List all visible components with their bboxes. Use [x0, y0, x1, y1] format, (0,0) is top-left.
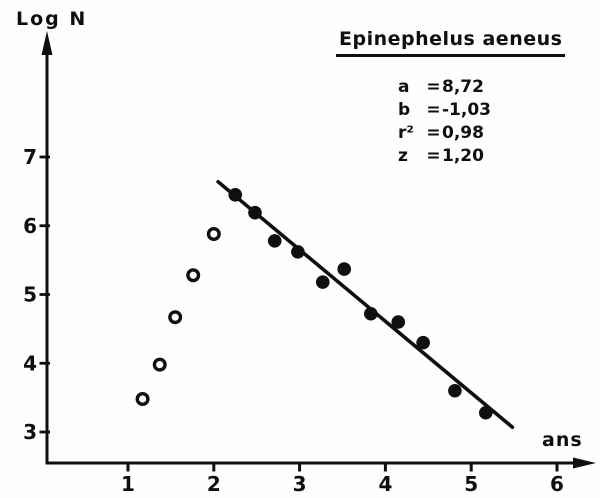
filled-circle-point: [448, 383, 462, 398]
parameter-row: z = 1,20: [398, 145, 491, 168]
x-tick-label: 3: [293, 472, 307, 496]
equals-sign: =: [426, 100, 441, 120]
parameter-name: r²: [398, 123, 414, 143]
parameter-value: -1,03: [442, 100, 491, 120]
y-tick-label: 5: [23, 283, 37, 307]
regression-line: [216, 179, 515, 429]
parameter-value: 1,20: [442, 146, 484, 166]
y-axis-label: Log N: [16, 8, 88, 30]
y-axis-arrow: [41, 31, 53, 55]
filled-circle-point: [291, 245, 305, 259]
x-tick-label: 4: [378, 472, 392, 496]
parameter-name: b: [398, 100, 411, 120]
filled-circle-point: [391, 315, 406, 329]
equals-sign: =: [426, 146, 441, 166]
open-circle-point: [168, 310, 183, 325]
open-circle-point: [152, 357, 167, 372]
parameter-row: a = 8,72: [398, 76, 491, 99]
x-tick-label: 5: [464, 472, 478, 496]
open-circle-point: [206, 226, 221, 241]
y-tick-label: 6: [23, 214, 37, 238]
parameter-name: a: [398, 77, 410, 97]
chart-title: Epinephelus aeneus: [336, 28, 566, 57]
filled-circle-point: [315, 275, 330, 289]
filled-circle-point: [228, 188, 243, 202]
filled-circle-point: [478, 405, 493, 420]
y-tick-label: 3: [23, 420, 37, 444]
parameter-name: z: [398, 146, 408, 166]
open-circle-point: [186, 268, 201, 283]
parameter-row: b = -1,03: [398, 99, 491, 122]
equals-sign: =: [426, 123, 441, 143]
parameter-value: 8,72: [442, 77, 484, 97]
parameter-row: r² = 0,98: [398, 122, 491, 145]
x-axis-label: ans: [542, 429, 583, 451]
x-tick-label: 6: [550, 472, 564, 496]
x-tick-label: 2: [207, 472, 221, 496]
y-tick-label: 4: [23, 351, 37, 375]
x-tick-label: 1: [121, 472, 135, 496]
filled-circle-point: [416, 335, 430, 350]
parameter-list: a = 8,72 b = -1,03 r² = 0,98 z = 1,20: [398, 76, 491, 168]
filled-circle-point: [248, 205, 262, 220]
filled-circle-point: [337, 262, 352, 276]
open-circle-point: [135, 392, 150, 407]
y-tick-label: 7: [23, 145, 37, 169]
x-axis-arrow: [573, 457, 596, 469]
parameter-value: 0,98: [442, 123, 484, 143]
equals-sign: =: [426, 77, 441, 97]
filled-circle-point: [364, 306, 378, 321]
filled-circle-point: [267, 234, 282, 248]
